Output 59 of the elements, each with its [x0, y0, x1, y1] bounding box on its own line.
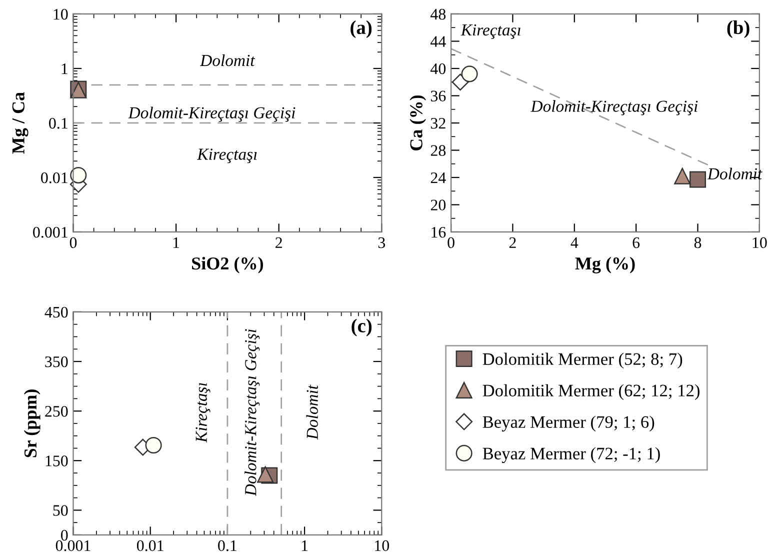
y-tick-label: 16 — [432, 226, 446, 238]
y-axis-title: Ca (%) — [410, 95, 426, 150]
x-tick-label: 0.1 — [218, 540, 236, 552]
x-tick-label: 0.01 — [136, 540, 164, 552]
point — [461, 66, 478, 82]
y-tick-label: 48 — [430, 8, 446, 20]
y-tick-label: 40 — [430, 63, 446, 74]
y-tick-label: 350 — [45, 356, 68, 368]
y-tick-label: 0 — [61, 530, 68, 541]
y-axis-title: Sr (ppm) — [24, 390, 40, 458]
y-tick-label: 250 — [45, 406, 68, 417]
legend-label: Dolomitik Mermer (62; 12; 12) — [482, 384, 700, 400]
y-tick-label: 36 — [430, 90, 446, 102]
y-tick-label: 1 — [62, 63, 68, 74]
annotation: Dolomit — [306, 384, 318, 440]
x-tick-label: 3 — [378, 237, 386, 248]
point — [674, 168, 691, 184]
x-tick-label: 8 — [694, 237, 702, 248]
point — [452, 74, 469, 91]
y-tick-label: 28 — [430, 145, 446, 156]
y-tick-label: 0.1 — [49, 118, 68, 129]
x-tick-label: 4 — [570, 237, 578, 248]
annotation: Kireçtaşı — [460, 24, 520, 39]
annotation: (a) — [350, 20, 372, 38]
x-tick-label: 10 — [752, 237, 767, 248]
y-tick-label: 0.01 — [41, 172, 68, 184]
annotation: (b) — [727, 20, 750, 38]
x-tick-label: 0 — [70, 237, 77, 248]
legend-label: Dolomitik Mermer (52; 8; 7) — [482, 352, 682, 368]
legend-label: Beyaz Mermer (79; 1; 6) — [482, 416, 654, 432]
y-tick-label: 50 — [53, 505, 68, 516]
y-tick-label: 0.001 — [33, 226, 68, 238]
annotation: Dolomit-Kireçtaşı Geçişi — [128, 106, 296, 122]
y-tick-label: 20 — [430, 200, 446, 210]
x-axis-title: Mg (%) — [575, 256, 635, 274]
annotation: Kireçtaşı — [197, 148, 257, 164]
x-tick-label: 10 — [375, 540, 390, 552]
x-axis-title: SiO2 (%) — [192, 256, 264, 274]
x-tick-label: 1 — [173, 237, 180, 248]
legend-label: Beyaz Mermer (72; -1; 1) — [482, 447, 660, 464]
annotation: (c) — [352, 318, 372, 336]
annotation: Dolomit-Kireçtaşı Geçişi — [530, 100, 698, 116]
y-tick-label: 32 — [430, 118, 446, 129]
annotation: Dolomit-Kireçtaşı Geçişi — [244, 329, 260, 496]
x-tick-label: 0 — [448, 237, 454, 248]
y-tick-label: 10 — [54, 8, 68, 20]
y-tick-label: 450 — [44, 306, 68, 318]
point — [689, 171, 706, 188]
y-tick-label: 24 — [430, 172, 446, 184]
y-tick-label: 150 — [46, 456, 68, 466]
y-tick-label: 44 — [430, 36, 446, 47]
annotation: Kireçtaşı — [196, 383, 210, 443]
x-tick-label: 1 — [302, 540, 308, 551]
x-tick-label: 6 — [632, 237, 640, 248]
annotation: Dolomit — [200, 54, 256, 66]
annotation: Dolomit — [707, 168, 762, 180]
x-tick-label: 2 — [509, 237, 516, 248]
y-axis-title: Mg / Ca — [12, 92, 28, 154]
x-tick-label: 2 — [276, 237, 282, 248]
